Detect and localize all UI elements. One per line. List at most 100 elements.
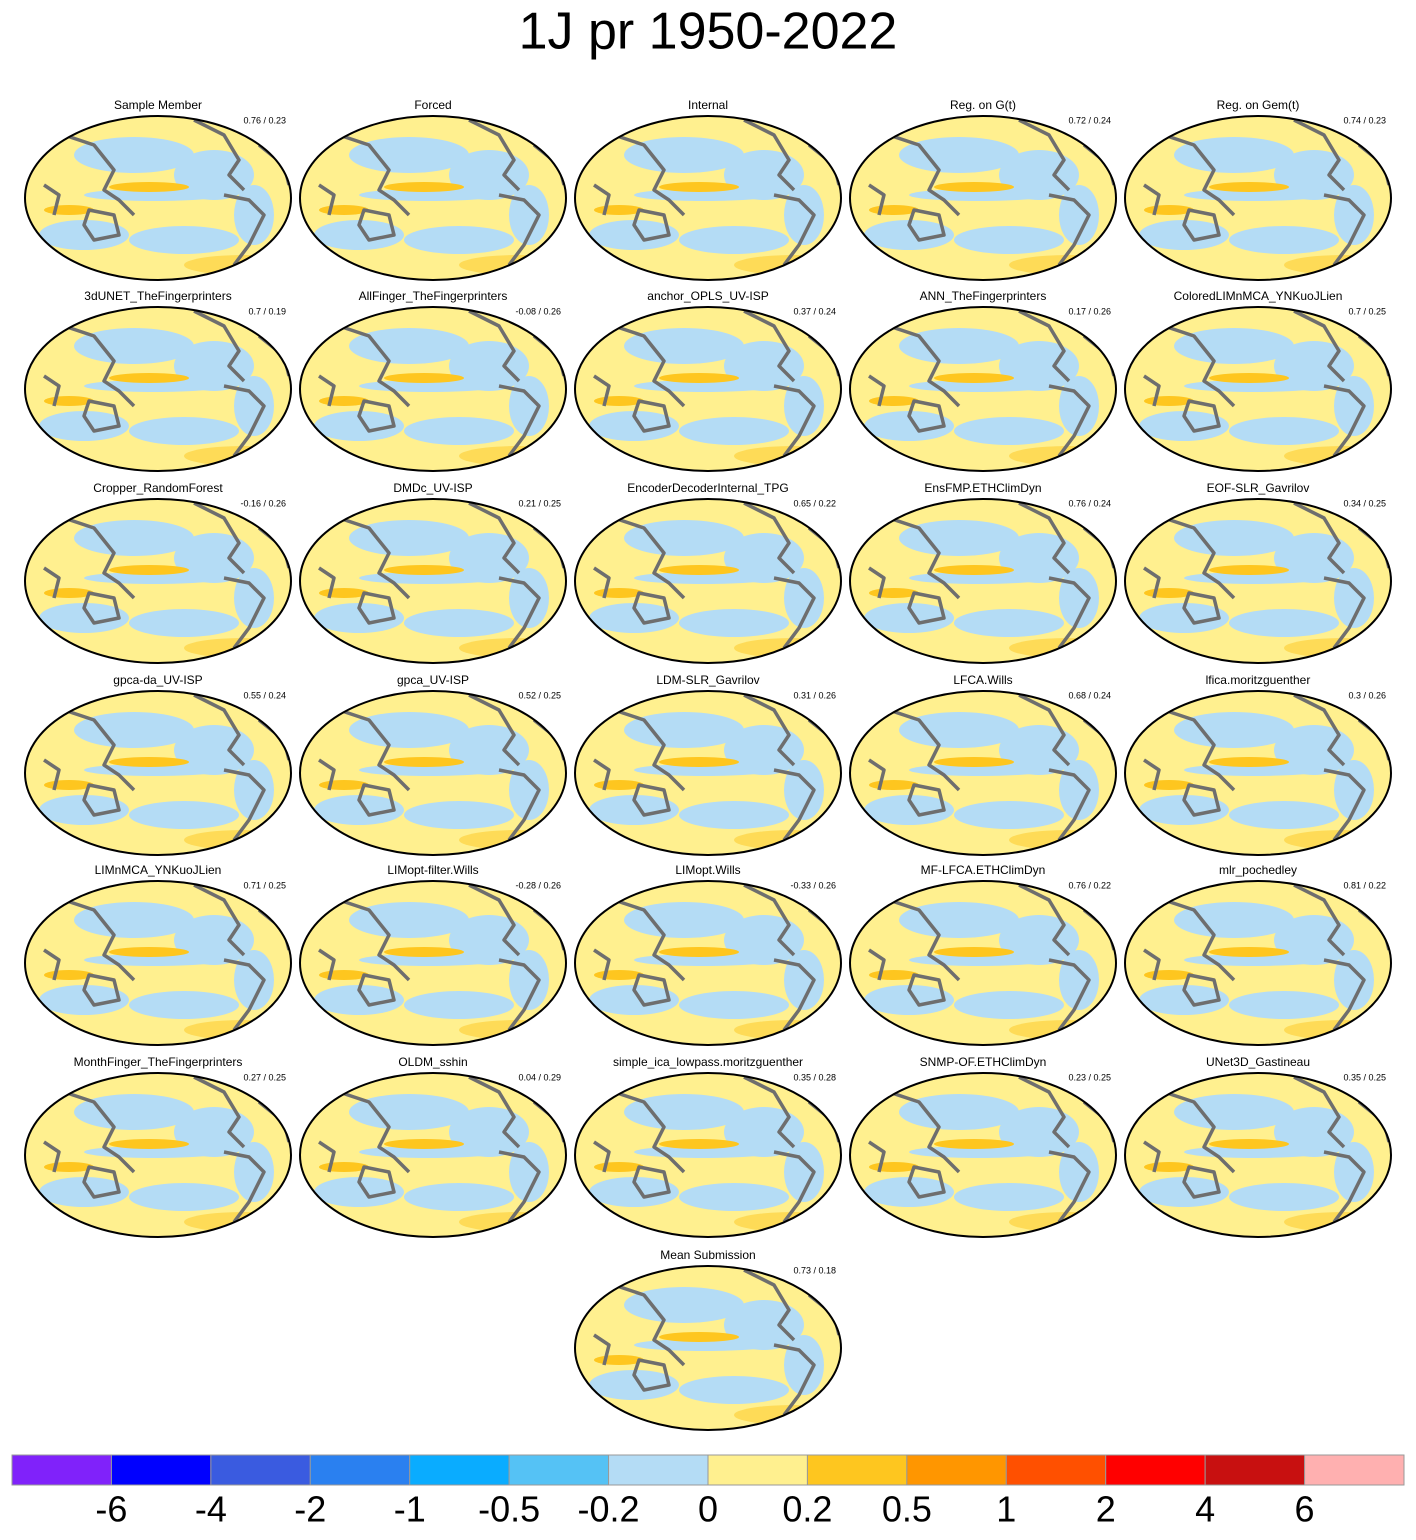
map bbox=[849, 1072, 1129, 1238]
panel-title: LDM-SLR_Gavrilov bbox=[656, 673, 759, 687]
panel-stats: 0.76 / 0.24 bbox=[1068, 498, 1111, 508]
panel-stats: 0.21 / 0.25 bbox=[518, 498, 561, 508]
colorbar-tick-label: 0.5 bbox=[882, 1489, 932, 1530]
map bbox=[24, 690, 304, 856]
panel-title: ANN_TheFingerprinters bbox=[920, 289, 1047, 303]
colorbar-cell bbox=[11, 1454, 112, 1486]
map bbox=[299, 498, 579, 664]
panel-stats: 0.81 / 0.22 bbox=[1343, 880, 1386, 890]
panel-stats: 0.27 / 0.25 bbox=[243, 1072, 286, 1082]
panel-title: LIMnMCA_YNKuoJLien bbox=[95, 863, 222, 877]
panels: Sample Member 0.76 / 0.23 Forced Internal Re… bbox=[24, 98, 1404, 1431]
colorbar-cell bbox=[906, 1454, 1007, 1486]
panel-title: anchor_OPLS_UV-ISP bbox=[647, 289, 768, 303]
panel-stats: 0.04 / 0.29 bbox=[518, 1072, 561, 1082]
panel-stats: 0.71 / 0.25 bbox=[243, 880, 286, 890]
panel-stats: 0.65 / 0.22 bbox=[793, 498, 836, 508]
map bbox=[299, 115, 579, 281]
panel-stats: 0.55 / 0.24 bbox=[243, 690, 286, 700]
map bbox=[24, 115, 304, 281]
panel-stats: 0.72 / 0.24 bbox=[1068, 115, 1111, 125]
colorbar-cell bbox=[508, 1454, 610, 1486]
map bbox=[24, 1072, 304, 1238]
map bbox=[574, 690, 854, 856]
colorbar-cell bbox=[1304, 1454, 1405, 1486]
panel-stats: 0.37 / 0.24 bbox=[793, 306, 836, 316]
colorbar-cell bbox=[806, 1454, 908, 1486]
panel-stats: 0.34 / 0.25 bbox=[1343, 498, 1386, 508]
map bbox=[299, 690, 579, 856]
panel-title: Reg. on G(t) bbox=[950, 98, 1016, 112]
map bbox=[849, 498, 1129, 664]
colorbar-cell bbox=[707, 1454, 808, 1486]
map bbox=[1124, 498, 1404, 664]
panel-title: MF-LFCA.ETHClimDyn bbox=[921, 863, 1046, 877]
panel-stats: 0.7 / 0.19 bbox=[248, 306, 286, 316]
panel-stats: -0.33 / 0.26 bbox=[790, 880, 836, 890]
map bbox=[574, 880, 854, 1046]
map bbox=[1124, 306, 1404, 472]
map bbox=[849, 880, 1129, 1046]
panel-stats: 0.74 / 0.23 bbox=[1343, 115, 1386, 125]
panel-title: EOF-SLR_Gavrilov bbox=[1207, 481, 1310, 495]
panel-title: DMDc_UV-ISP bbox=[393, 481, 472, 495]
panel-title: lfica.moritzguenther bbox=[1206, 673, 1311, 687]
panel-stats: 0.35 / 0.25 bbox=[1343, 1072, 1386, 1082]
map bbox=[574, 115, 854, 281]
colorbar-tick-label: 1 bbox=[996, 1489, 1016, 1530]
map bbox=[849, 690, 1129, 856]
panel-title: Reg. on Gem(t) bbox=[1217, 98, 1300, 112]
figure-title: 1J pr 1950-2022 bbox=[519, 3, 898, 61]
map bbox=[574, 498, 854, 664]
colorbar-cell bbox=[210, 1454, 311, 1486]
colorbar-tick-label: -0.5 bbox=[478, 1489, 540, 1530]
colorbar-cell bbox=[608, 1454, 709, 1486]
colorbar-tick-label: 0.2 bbox=[782, 1489, 832, 1530]
panel-title: gpca_UV-ISP bbox=[397, 673, 469, 687]
panel-title: Mean Submission bbox=[660, 1248, 755, 1262]
panel-title: Sample Member bbox=[114, 98, 202, 112]
colorbar-cell bbox=[409, 1454, 510, 1486]
colorbar-tick-label: -6 bbox=[95, 1489, 127, 1530]
map bbox=[24, 498, 304, 664]
panel-stats: 0.31 / 0.26 bbox=[793, 690, 836, 700]
panel-title: Forced bbox=[414, 98, 451, 112]
colorbar-tick-label: -2 bbox=[294, 1489, 326, 1530]
panel-title: simple_ica_lowpass.moritzguenther bbox=[613, 1055, 803, 1069]
map bbox=[24, 880, 304, 1046]
colorbar-tick-label: -4 bbox=[195, 1489, 227, 1530]
colorbar: -6 -4 -2 -1 -0.5 -0.2 0 0.2 0.5 1 2 4 6 bbox=[11, 1454, 1405, 1530]
map bbox=[1124, 690, 1404, 856]
panel-title: EncoderDecoderInternal_TPG bbox=[627, 481, 788, 495]
panel-stats: 0.52 / 0.25 bbox=[518, 690, 561, 700]
colorbar-cell bbox=[1204, 1454, 1306, 1486]
colorbar-cell bbox=[110, 1454, 212, 1486]
panel-stats: 0.23 / 0.25 bbox=[1068, 1072, 1111, 1082]
colorbar-tick-label: 0 bbox=[698, 1489, 718, 1530]
panel-title: mlr_pochedley bbox=[1219, 863, 1297, 877]
colorbar-tick-label: 4 bbox=[1195, 1489, 1215, 1530]
panel-title: EnsFMP.ETHClimDyn bbox=[924, 481, 1041, 495]
map bbox=[574, 306, 854, 472]
panel-stats: 0.35 / 0.28 bbox=[793, 1072, 836, 1082]
panel-title: 3dUNET_TheFingerprinters bbox=[84, 289, 231, 303]
map bbox=[849, 306, 1129, 472]
panel-stats: -0.08 / 0.26 bbox=[515, 306, 561, 316]
panel-title: MonthFinger_TheFingerprinters bbox=[74, 1055, 243, 1069]
panel-title: OLDM_sshin bbox=[398, 1055, 467, 1069]
panel-stats: 0.3 / 0.26 bbox=[1348, 690, 1386, 700]
panel-title: AllFinger_TheFingerprinters bbox=[359, 289, 508, 303]
map bbox=[1124, 1072, 1404, 1238]
colorbar-cell bbox=[1005, 1454, 1107, 1486]
map bbox=[1124, 880, 1404, 1046]
panel-title: Cropper_RandomForest bbox=[93, 481, 223, 495]
panel-title: Internal bbox=[688, 98, 728, 112]
map bbox=[299, 306, 579, 472]
panel-title: ColoredLIMnMCA_YNKuoJLien bbox=[1174, 289, 1343, 303]
panel-title: gpca-da_UV-ISP bbox=[113, 673, 202, 687]
map bbox=[574, 1265, 854, 1431]
map bbox=[574, 1072, 854, 1238]
panel-title: LIMopt.Wills bbox=[675, 863, 740, 877]
map bbox=[299, 880, 579, 1046]
